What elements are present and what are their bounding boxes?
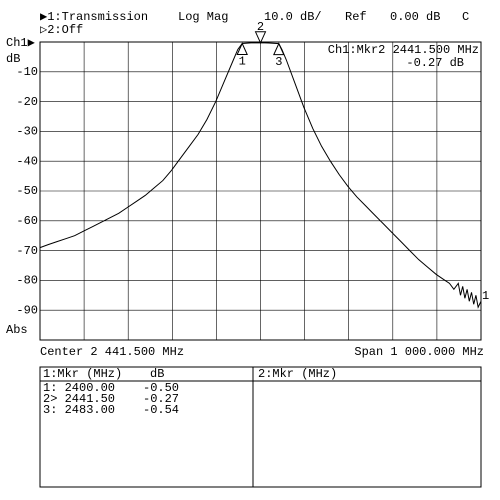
table-cell: 2> 2441.50 xyxy=(43,392,115,406)
table-cell: -0.54 xyxy=(143,403,179,417)
y-tick-label: -60 xyxy=(16,214,38,228)
marker-label: 2 xyxy=(257,20,264,34)
marker-label: 3 xyxy=(275,55,282,69)
table-header: dB xyxy=(150,367,164,381)
ref-label: Ref xyxy=(345,10,367,24)
y-tick-label: -90 xyxy=(16,303,38,317)
center-label: Center 2 441.500 MHz xyxy=(40,345,184,359)
table-cell: -0.50 xyxy=(143,381,179,395)
table-header: 2:Mkr (MHz) xyxy=(258,367,337,381)
marker xyxy=(236,42,248,55)
abs-label: Abs xyxy=(6,323,28,337)
trace-end-label: 1 xyxy=(482,289,489,303)
scale-label: 10.0 dB/ xyxy=(264,10,322,24)
trace1-label: ▶1:Transmission xyxy=(40,10,148,24)
y-tick-label: -30 xyxy=(16,125,38,139)
channel-label: Ch1▶ xyxy=(6,36,36,50)
y-tick-label: -50 xyxy=(16,184,38,198)
table-cell: -0.27 xyxy=(143,392,179,406)
marker xyxy=(254,31,267,45)
table-cell: 1: 2400.00 xyxy=(43,381,115,395)
y-tick-label: -10 xyxy=(16,65,38,79)
table-frame xyxy=(39,366,482,488)
marker-label: 1 xyxy=(239,55,246,69)
marker xyxy=(273,42,285,56)
ref-value: 0.00 dB xyxy=(390,10,440,24)
y-unit: dB xyxy=(6,52,20,66)
marker-readout: Ch1:Mkr2 2441.500 MHz xyxy=(328,43,479,57)
trace2-label: ▷2:Off xyxy=(40,23,83,37)
format-label: Log Mag xyxy=(178,10,228,24)
y-tick-label: -70 xyxy=(16,244,38,258)
trace xyxy=(39,42,482,309)
y-tick-label: -40 xyxy=(16,154,38,168)
mode-label: C xyxy=(462,10,469,24)
table-header: 1:Mkr (MHz) xyxy=(43,367,122,381)
span-label: Span 1 000.000 MHz xyxy=(354,345,484,359)
y-tick-label: -20 xyxy=(16,95,38,109)
marker-readout: -0.27 dB xyxy=(406,56,464,70)
table-cell: 3: 2483.00 xyxy=(43,403,115,417)
y-tick-label: -80 xyxy=(16,274,38,288)
